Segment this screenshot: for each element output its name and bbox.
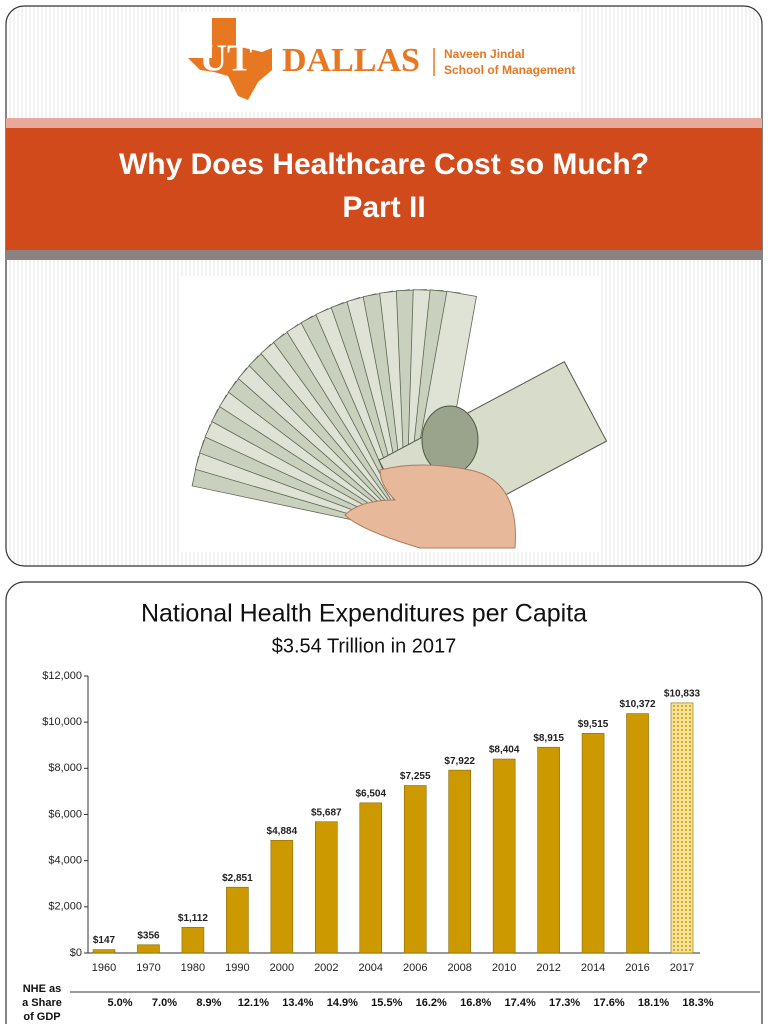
bar — [403, 785, 427, 954]
x-tick-label: 2008 — [447, 962, 471, 974]
bar — [626, 713, 649, 954]
gdp-share: 14.9% — [327, 997, 358, 1009]
x-tick-label: 2006 — [403, 962, 427, 974]
hand — [344, 464, 516, 549]
money-image — [191, 289, 608, 549]
value-label: $9,515 — [578, 719, 609, 730]
bar — [315, 821, 338, 954]
bar — [181, 927, 205, 954]
x-tick-label: 1970 — [136, 962, 160, 974]
gdp-share: 7.0% — [152, 997, 177, 1009]
bar — [492, 758, 516, 954]
logo-name: DALLAS — [282, 42, 420, 79]
x-tick-label: 2004 — [359, 962, 383, 974]
y-tick-label: $8,000 — [48, 762, 82, 774]
gdp-share: 18.3% — [682, 997, 713, 1009]
value-label: $7,922 — [444, 756, 475, 767]
value-label: $356 — [137, 930, 160, 941]
gdp-share: 16.2% — [416, 997, 447, 1009]
logo-ut: UT — [200, 38, 253, 80]
x-tick-label: 2016 — [625, 962, 649, 974]
y-tick-label: $0 — [70, 947, 82, 959]
value-label: $4,884 — [267, 826, 298, 837]
value-label: $5,687 — [311, 807, 342, 818]
gdp-share: 8.9% — [196, 997, 221, 1009]
bar — [581, 733, 605, 954]
value-label: $147 — [93, 935, 116, 946]
row-label: NHE as — [23, 983, 62, 995]
value-label: $8,404 — [489, 745, 520, 756]
slide-title: Part II — [342, 191, 425, 224]
gdp-share: 18.1% — [638, 997, 669, 1009]
x-tick-label: 2000 — [270, 962, 294, 974]
band — [6, 118, 762, 128]
slide-title: Why Does Healthcare Cost so Much? — [119, 148, 649, 181]
y-tick-label: $2,000 — [48, 901, 82, 913]
y-tick-label: $4,000 — [48, 855, 82, 867]
x-tick-label: 2002 — [314, 962, 338, 974]
value-label: $2,851 — [222, 873, 253, 884]
value-label: $6,504 — [355, 789, 386, 800]
gdp-share: 17.6% — [593, 997, 624, 1009]
gdp-share: 15.5% — [371, 997, 402, 1009]
bar — [92, 949, 116, 954]
gdp-share: 5.0% — [107, 997, 132, 1009]
x-tick-label: 2012 — [536, 962, 560, 974]
chart-subtitle: $3.54 Trillion in 2017 — [272, 635, 457, 657]
band — [6, 250, 762, 260]
bar — [226, 886, 249, 954]
row-label: a Share — [22, 997, 62, 1009]
chart-title: National Health Expenditures per Capita — [141, 600, 587, 628]
logo-school: Naveen Jindal — [444, 47, 525, 61]
value-label: $7,255 — [400, 771, 431, 782]
x-tick-label: 2014 — [581, 962, 605, 974]
y-tick-label: $12,000 — [42, 670, 82, 682]
row-label: of GDP — [23, 1011, 60, 1023]
gdp-share: 17.4% — [505, 997, 536, 1009]
gdp-share: 16.8% — [460, 997, 491, 1009]
value-label: $8,915 — [533, 733, 564, 744]
x-tick-label: 1980 — [181, 962, 205, 974]
bar — [270, 839, 294, 954]
texas-shape — [188, 18, 272, 100]
portrait — [421, 405, 479, 475]
value-label: $10,372 — [619, 699, 656, 710]
bar — [448, 769, 471, 954]
value-label: $1,112 — [178, 913, 208, 924]
logo-school: School of Management — [444, 63, 575, 77]
gdp-share: 17.3% — [549, 997, 580, 1009]
title-band — [6, 128, 762, 250]
x-tick-label: 1990 — [225, 962, 249, 974]
bar — [670, 702, 694, 954]
gdp-share: 13.4% — [282, 997, 313, 1009]
bar — [359, 802, 383, 954]
chart: $0 $2,000 $4,000 $6,000 $8,000 $10,000 $12,000… — [22, 670, 760, 1023]
x-tick-label: 1960 — [92, 962, 116, 974]
x-tick-label: 2017 — [670, 962, 694, 974]
bar — [137, 944, 160, 954]
y-tick-label: $6,000 — [48, 808, 82, 820]
slide — [5, 581, 763, 1029]
gdp-share: 12.1% — [238, 997, 269, 1009]
bar — [537, 746, 560, 954]
value-label: $10,833 — [664, 689, 701, 700]
x-tick-label: 2010 — [492, 962, 516, 974]
y-tick-label: $10,000 — [42, 716, 82, 728]
